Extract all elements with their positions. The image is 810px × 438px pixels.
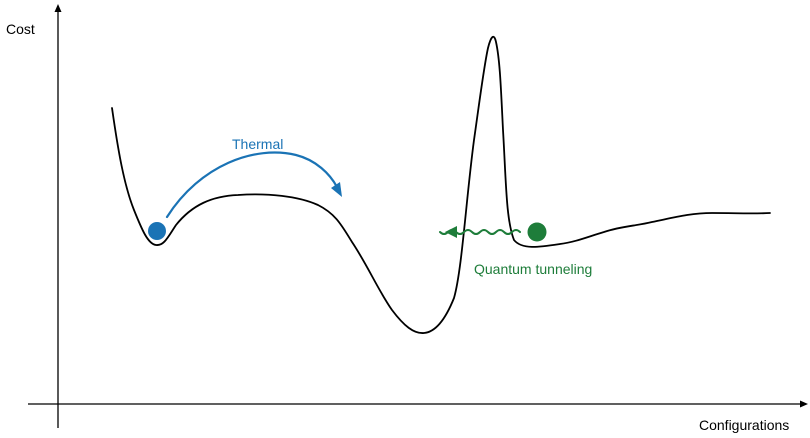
thermal-label: Thermal — [232, 136, 283, 152]
y-axis-arrowhead — [54, 4, 62, 12]
cost-landscape-curve — [111, 35, 771, 334]
y-axis-label: Cost — [6, 21, 35, 37]
thermal-arrowhead — [331, 182, 342, 197]
thermal-arrow — [165, 151, 339, 219]
thermal-annotation: Thermal — [148, 136, 342, 240]
tunneling-ball-icon — [527, 222, 547, 242]
tunneling-label: Quantum tunneling — [474, 261, 592, 277]
tunneling-arrowhead — [445, 226, 457, 238]
tunneling-annotation: Quantum tunneling — [439, 222, 592, 277]
x-axis-arrowhead — [800, 400, 808, 408]
x-axis-label: Configurations — [699, 417, 789, 433]
thermal-ball-icon — [148, 222, 166, 240]
